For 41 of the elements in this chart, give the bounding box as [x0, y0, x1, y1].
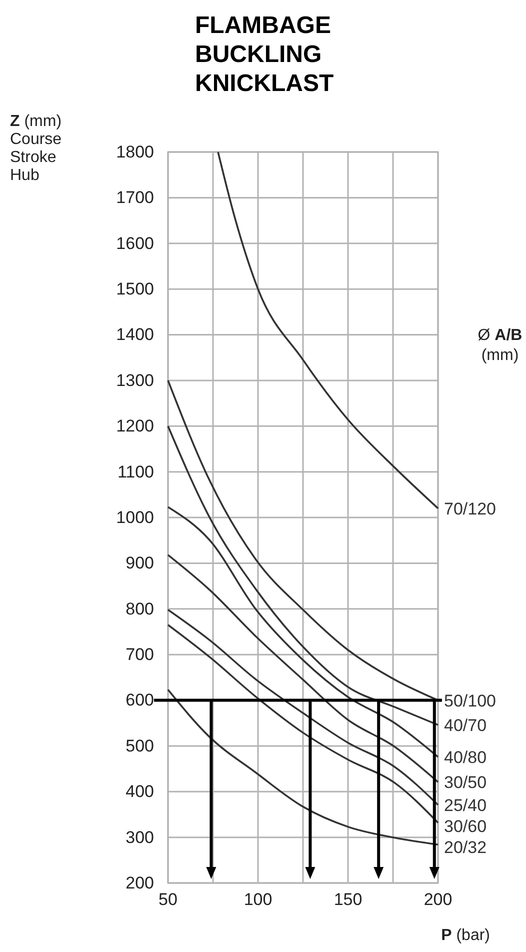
y-tick-label: 700 [126, 645, 154, 664]
y-tick-label: 500 [126, 736, 154, 756]
y-tick-label: 1000 [116, 508, 154, 527]
x-tick-label: 200 [424, 890, 452, 910]
line-series [167, 554, 439, 783]
series-label: 50/100 [444, 691, 496, 710]
line-series [167, 380, 439, 702]
y-tick-label: 200 [126, 873, 154, 892]
y-tick-label: 600 [126, 690, 154, 710]
y-tick-label: 1300 [116, 370, 154, 390]
y-axis-title: Z (mm) Course Stroke Hub [10, 113, 62, 184]
x-axis-title: P (bar) [441, 927, 490, 944]
y-tick-label: 1800 [116, 142, 154, 162]
y-tick-label: 1700 [116, 188, 154, 208]
x-tick-label: 100 [244, 890, 272, 910]
y-tick-label: 1500 [116, 280, 154, 299]
line-series [217, 151, 439, 510]
line-series [167, 425, 439, 726]
series-label: 40/70 [444, 716, 487, 735]
x-tick-label: 150 [334, 890, 362, 910]
y-tick-label: 300 [126, 828, 154, 847]
series-label: 40/80 [444, 748, 487, 767]
line-series [167, 688, 439, 846]
y-tick-label: 1600 [116, 234, 154, 253]
series-label: 20/32 [444, 838, 487, 857]
legend-title: Ø A/B (mm) [478, 327, 522, 364]
line-series [167, 506, 439, 758]
series-label: 70/120 [444, 499, 496, 518]
y-tick-label: 800 [126, 599, 154, 618]
series-label: 30/50 [444, 773, 487, 792]
x-tick-label: 50 [158, 890, 178, 910]
line-series [167, 624, 439, 824]
chart-title: FLAMBAGE BUCKLING KNICKLAST [195, 12, 334, 97]
y-tick-label: 400 [126, 782, 154, 802]
y-tick-label: 1100 [117, 462, 154, 482]
y-tick-label: 900 [126, 554, 154, 573]
series-label: 25/40 [444, 796, 487, 815]
y-tick-label: 1200 [116, 416, 154, 436]
series-label: 30/60 [444, 816, 487, 836]
line-series [167, 608, 439, 806]
y-tick-label: 1400 [116, 325, 154, 344]
